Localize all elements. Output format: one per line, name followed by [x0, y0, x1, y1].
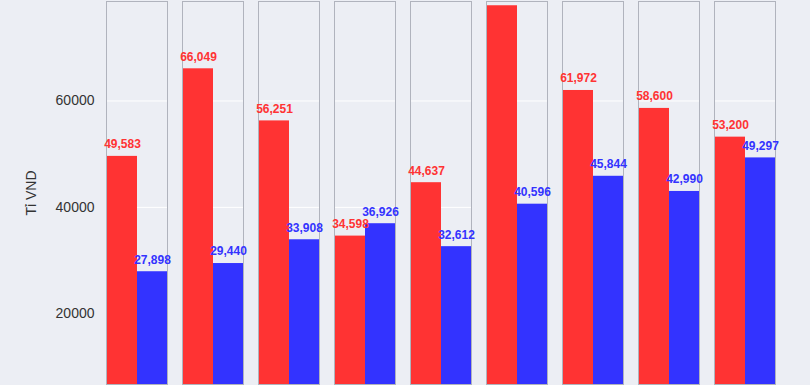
svg-text:60000: 60000 — [56, 92, 95, 108]
svg-text:29,440: 29,440 — [210, 244, 247, 258]
svg-text:49,583: 49,583 — [104, 137, 141, 151]
svg-text:44,637: 44,637 — [408, 164, 445, 178]
svg-text:33,908: 33,908 — [286, 221, 323, 235]
svg-text:61,972: 61,972 — [560, 71, 597, 85]
svg-text:Tỉ VND: Tỉ VND — [23, 170, 39, 215]
svg-text:42,990: 42,990 — [666, 172, 703, 186]
svg-text:32,612: 32,612 — [438, 228, 475, 242]
svg-text:40,596: 40,596 — [514, 185, 551, 199]
svg-text:58,600: 58,600 — [636, 89, 673, 103]
svg-text:66,049: 66,049 — [180, 50, 217, 64]
svg-text:34,598: 34,598 — [332, 217, 369, 231]
svg-text:27,898: 27,898 — [134, 253, 171, 267]
svg-text:45,844: 45,844 — [590, 157, 627, 171]
svg-text:20000: 20000 — [56, 305, 95, 321]
svg-text:49,297: 49,297 — [742, 139, 779, 153]
svg-text:40000: 40000 — [56, 199, 95, 215]
svg-text:36,926: 36,926 — [362, 205, 399, 219]
svg-text:53,200: 53,200 — [712, 118, 749, 132]
svg-text:56,251: 56,251 — [256, 102, 293, 116]
